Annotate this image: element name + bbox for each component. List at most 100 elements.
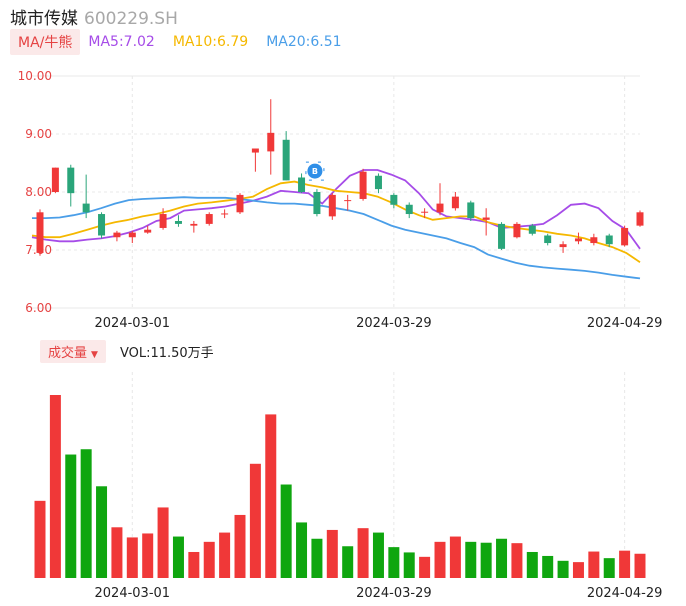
volume-bar bbox=[372, 532, 384, 578]
ma20-line bbox=[32, 196, 641, 280]
candle bbox=[513, 222, 521, 239]
ma10-legend: MA10:6.79 bbox=[172, 34, 249, 50]
volume-bar bbox=[342, 546, 354, 578]
price-axis-label: 8.00 bbox=[25, 185, 52, 199]
volume-bar bbox=[542, 555, 554, 578]
candle bbox=[405, 202, 413, 219]
ma10-line bbox=[31, 180, 641, 263]
volume-bar bbox=[34, 500, 46, 578]
ma20-legend: MA20:6.51 bbox=[266, 34, 342, 50]
candle bbox=[544, 233, 552, 246]
volume-date-label: 2024-03-29 bbox=[356, 586, 432, 601]
volume-date-label: 2024-03-01 bbox=[95, 586, 171, 601]
volume-bar bbox=[603, 558, 615, 578]
candle bbox=[298, 173, 306, 194]
price-date-label: 2024-03-29 bbox=[356, 316, 432, 331]
volume-bar bbox=[326, 529, 338, 578]
candle bbox=[374, 173, 382, 194]
volume-bar bbox=[188, 551, 200, 578]
candle bbox=[621, 225, 629, 247]
volume-bar bbox=[434, 541, 446, 578]
volume-legend: 成交量 ▼ VOL:11.50万手 bbox=[40, 339, 214, 363]
candle bbox=[221, 209, 229, 219]
volume-indicator-dropdown[interactable]: 成交量 ▼ bbox=[40, 339, 106, 363]
ma-indicator-tab[interactable]: MA/牛熊 bbox=[10, 29, 81, 55]
candlestick-chart[interactable]: 10.009.008.007.006.00B2024-03-012024-03-… bbox=[0, 0, 686, 340]
candle bbox=[467, 200, 475, 221]
candle bbox=[328, 193, 336, 220]
title-row: 城市传媒 600229.SH bbox=[10, 4, 178, 29]
candle bbox=[636, 210, 644, 227]
price-axis-label: 9.00 bbox=[25, 127, 52, 141]
volume-bar bbox=[80, 449, 92, 578]
candle bbox=[98, 212, 106, 239]
volume-bar bbox=[311, 538, 323, 578]
price-date-label: 2024-03-01 bbox=[95, 316, 171, 331]
candle bbox=[313, 189, 321, 217]
candle bbox=[159, 208, 167, 230]
price-axis-label: 10.00 bbox=[18, 69, 52, 83]
candle bbox=[590, 233, 598, 246]
candle bbox=[390, 193, 398, 209]
volume-bar bbox=[619, 550, 631, 578]
volume-bar bbox=[65, 454, 77, 578]
candle bbox=[113, 230, 121, 242]
candle bbox=[436, 183, 444, 216]
candle bbox=[82, 174, 90, 219]
candle bbox=[482, 208, 490, 236]
volume-bar bbox=[280, 484, 292, 578]
candle bbox=[282, 131, 290, 181]
candle bbox=[359, 168, 367, 201]
volume-bar bbox=[49, 395, 61, 578]
ma5-line bbox=[31, 169, 641, 250]
volume-date-label: 2024-04-29 bbox=[587, 586, 663, 601]
volume-bar bbox=[249, 463, 261, 578]
volume-bar bbox=[634, 553, 646, 578]
volume-bar bbox=[480, 542, 492, 578]
candle bbox=[421, 208, 429, 219]
volume-bar bbox=[496, 538, 508, 578]
candle bbox=[251, 148, 259, 172]
ma5-legend: MA5:7.02 bbox=[88, 34, 155, 50]
volume-bar bbox=[449, 536, 461, 578]
volume-bar bbox=[588, 551, 600, 578]
volume-bar bbox=[111, 527, 123, 578]
stock-code: 600229.SH bbox=[84, 9, 178, 29]
candle bbox=[174, 215, 182, 227]
price-date-label: 2024-04-29 bbox=[587, 316, 663, 331]
volume-bar bbox=[219, 532, 231, 578]
volume-bar bbox=[157, 507, 169, 578]
volume-bar bbox=[96, 486, 108, 578]
volume-bar bbox=[296, 522, 308, 578]
candle bbox=[51, 167, 59, 194]
volume-bar bbox=[357, 528, 369, 578]
buy-signal-label: B bbox=[312, 167, 318, 176]
volume-bar bbox=[126, 537, 138, 578]
candle bbox=[190, 221, 198, 233]
volume-bar bbox=[172, 536, 184, 578]
dropdown-triangle-icon: ▼ bbox=[91, 349, 98, 360]
volume-bar bbox=[142, 533, 154, 578]
candle bbox=[67, 164, 75, 207]
volume-bar bbox=[388, 547, 400, 578]
candle bbox=[344, 194, 352, 211]
buy-signal-marker[interactable]: B bbox=[305, 161, 325, 181]
volume-bar bbox=[419, 556, 431, 578]
ma-legend: MA/牛熊 MA5:7.02 MA10:6.79 MA20:6.51 bbox=[10, 29, 352, 55]
volume-bar bbox=[403, 552, 415, 578]
volume-value: VOL:11.50万手 bbox=[119, 345, 214, 361]
candle bbox=[236, 193, 244, 215]
candle bbox=[451, 192, 459, 211]
volume-bar bbox=[526, 551, 538, 578]
volume-bar bbox=[465, 541, 477, 578]
candle bbox=[205, 212, 213, 226]
candle bbox=[144, 225, 152, 234]
volume-bar bbox=[265, 414, 277, 578]
price-axis-label: 6.00 bbox=[25, 301, 52, 315]
stock-name: 城市传媒 bbox=[10, 9, 78, 29]
candle bbox=[605, 233, 613, 248]
volume-bar bbox=[511, 543, 523, 578]
candle bbox=[128, 230, 136, 244]
volume-bar bbox=[203, 541, 215, 578]
volume-indicator-label: 成交量 bbox=[48, 345, 88, 361]
